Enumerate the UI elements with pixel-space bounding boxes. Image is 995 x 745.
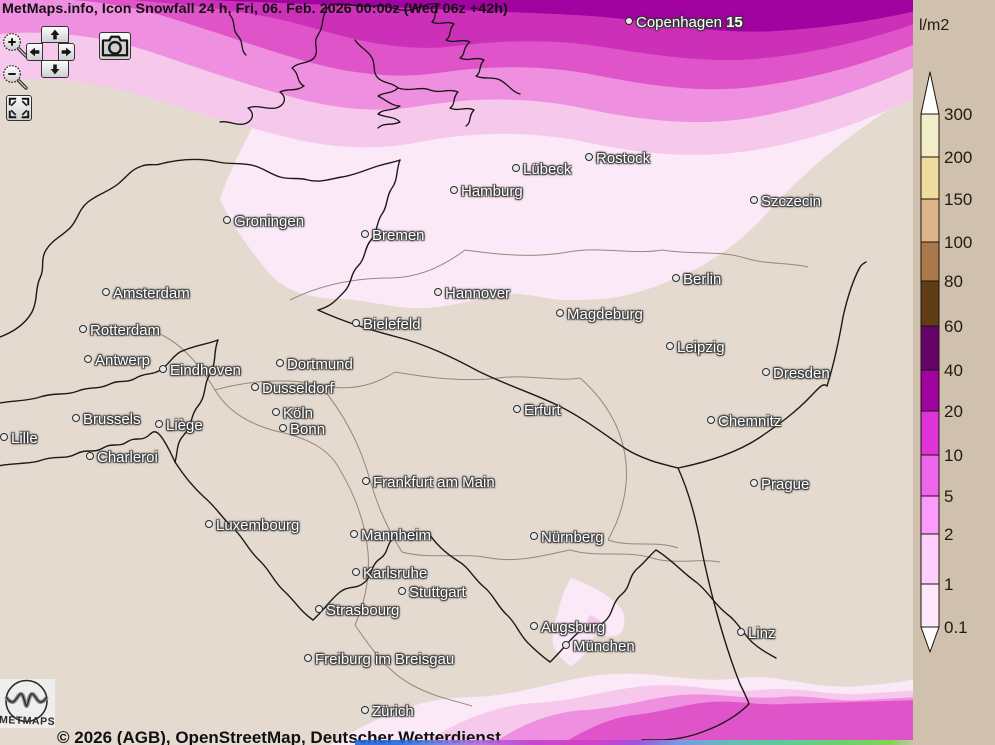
svg-text:80: 80 [944, 272, 963, 291]
svg-text:0.1: 0.1 [944, 618, 968, 637]
svg-text:10: 10 [944, 446, 963, 465]
svg-text:150: 150 [944, 190, 972, 209]
svg-text:200: 200 [944, 148, 972, 167]
svg-text:METMAPS: METMAPS [0, 714, 55, 728]
svg-text:100: 100 [944, 233, 972, 252]
svg-text:20: 20 [944, 402, 963, 421]
svg-text:300: 300 [944, 105, 972, 124]
svg-text:60: 60 [944, 317, 963, 336]
svg-text:5: 5 [944, 487, 953, 506]
svg-text:2: 2 [944, 525, 953, 544]
svg-text:40: 40 [944, 361, 963, 380]
svg-text:1: 1 [944, 575, 953, 594]
